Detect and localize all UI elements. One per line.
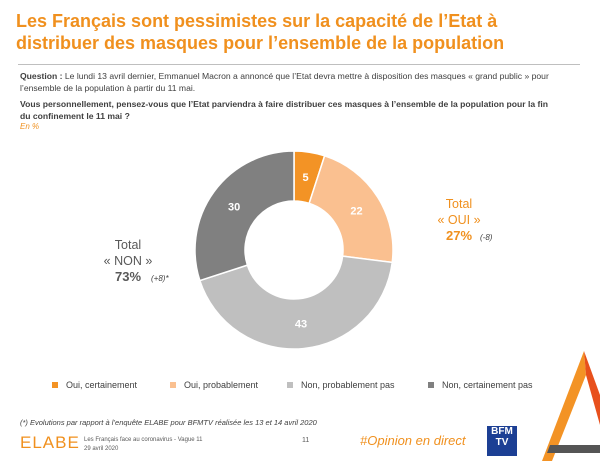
hashtag: #Opinion en direct — [360, 433, 466, 448]
total-non-evolution: (+8)* — [151, 274, 169, 283]
total-non-label: Total — [114, 238, 142, 252]
total-oui-block: Total « OUI » 27% — [426, 196, 492, 244]
legend-label: Non, certainement pas — [442, 380, 533, 390]
chart-legend: Oui, certainement Oui, probablement Non,… — [0, 380, 600, 394]
total-oui-name: « OUI » — [437, 213, 481, 227]
legend-swatch — [287, 382, 293, 388]
bfm-logo-line2: TV — [495, 437, 509, 448]
elabe-logo: ELABE — [20, 433, 80, 452]
decorative-stripe — [547, 445, 600, 453]
decorative-triangle-icon — [542, 351, 600, 461]
legend-label: Non, probablement pas — [301, 380, 395, 390]
slice-value-label: 30 — [228, 202, 240, 214]
decorative-stripe — [542, 351, 586, 461]
divider — [18, 64, 580, 65]
total-non-value: 73% — [114, 269, 142, 284]
legend-label: Oui, certainement — [66, 380, 138, 390]
footer-info: Les Français face au coronavirus - Vague… — [84, 436, 203, 454]
study-date: 29 avril 2020 — [84, 446, 119, 452]
legend-item: Oui, probablement — [170, 380, 258, 390]
question-text: Question : Le lundi 13 avril dernier, Em… — [20, 70, 560, 94]
legend-item: Oui, certainement — [52, 380, 137, 390]
page-number: 11 — [302, 437, 310, 444]
legend-swatch — [170, 382, 176, 388]
total-oui-value: 27% — [445, 228, 473, 243]
unit-label: En % — [20, 122, 40, 131]
total-non-block: Total « NON » 73% — [93, 237, 163, 285]
slice-value-label: 5 — [303, 172, 309, 184]
question-body: Le lundi 13 avril dernier, Emmanuel Macr… — [20, 71, 549, 93]
total-oui-evolution: (-8) — [480, 233, 493, 242]
decorative-stripe — [584, 351, 600, 425]
donut-slice — [308, 154, 394, 264]
legend-swatch — [428, 382, 434, 388]
question-prompt: Vous personnellement, pensez-vous que l’… — [20, 99, 549, 121]
bfmtv-logo: BFM TV — [487, 426, 517, 456]
footnote: (*) Evolutions par rapport à l’enquête E… — [20, 418, 317, 427]
donut-slice — [194, 150, 295, 282]
donut-slice — [198, 255, 394, 350]
bfm-logo-line1: BFM — [491, 426, 513, 437]
total-non-name: « NON » — [103, 254, 153, 268]
slice-value-label: 43 — [295, 319, 307, 331]
legend-swatch — [52, 382, 58, 388]
page-title: Les Français sont pessimistes sur la cap… — [16, 11, 505, 53]
question-label: Question : — [20, 71, 63, 81]
legend-item: Non, probablement pas — [287, 380, 395, 390]
legend-label: Oui, probablement — [184, 380, 259, 390]
legend-item: Non, certainement pas — [428, 380, 533, 390]
study-name: Les Français face au coronavirus - Vague… — [84, 437, 203, 443]
slice-value-label: 22 — [350, 205, 362, 217]
total-oui-label: Total — [445, 197, 473, 211]
